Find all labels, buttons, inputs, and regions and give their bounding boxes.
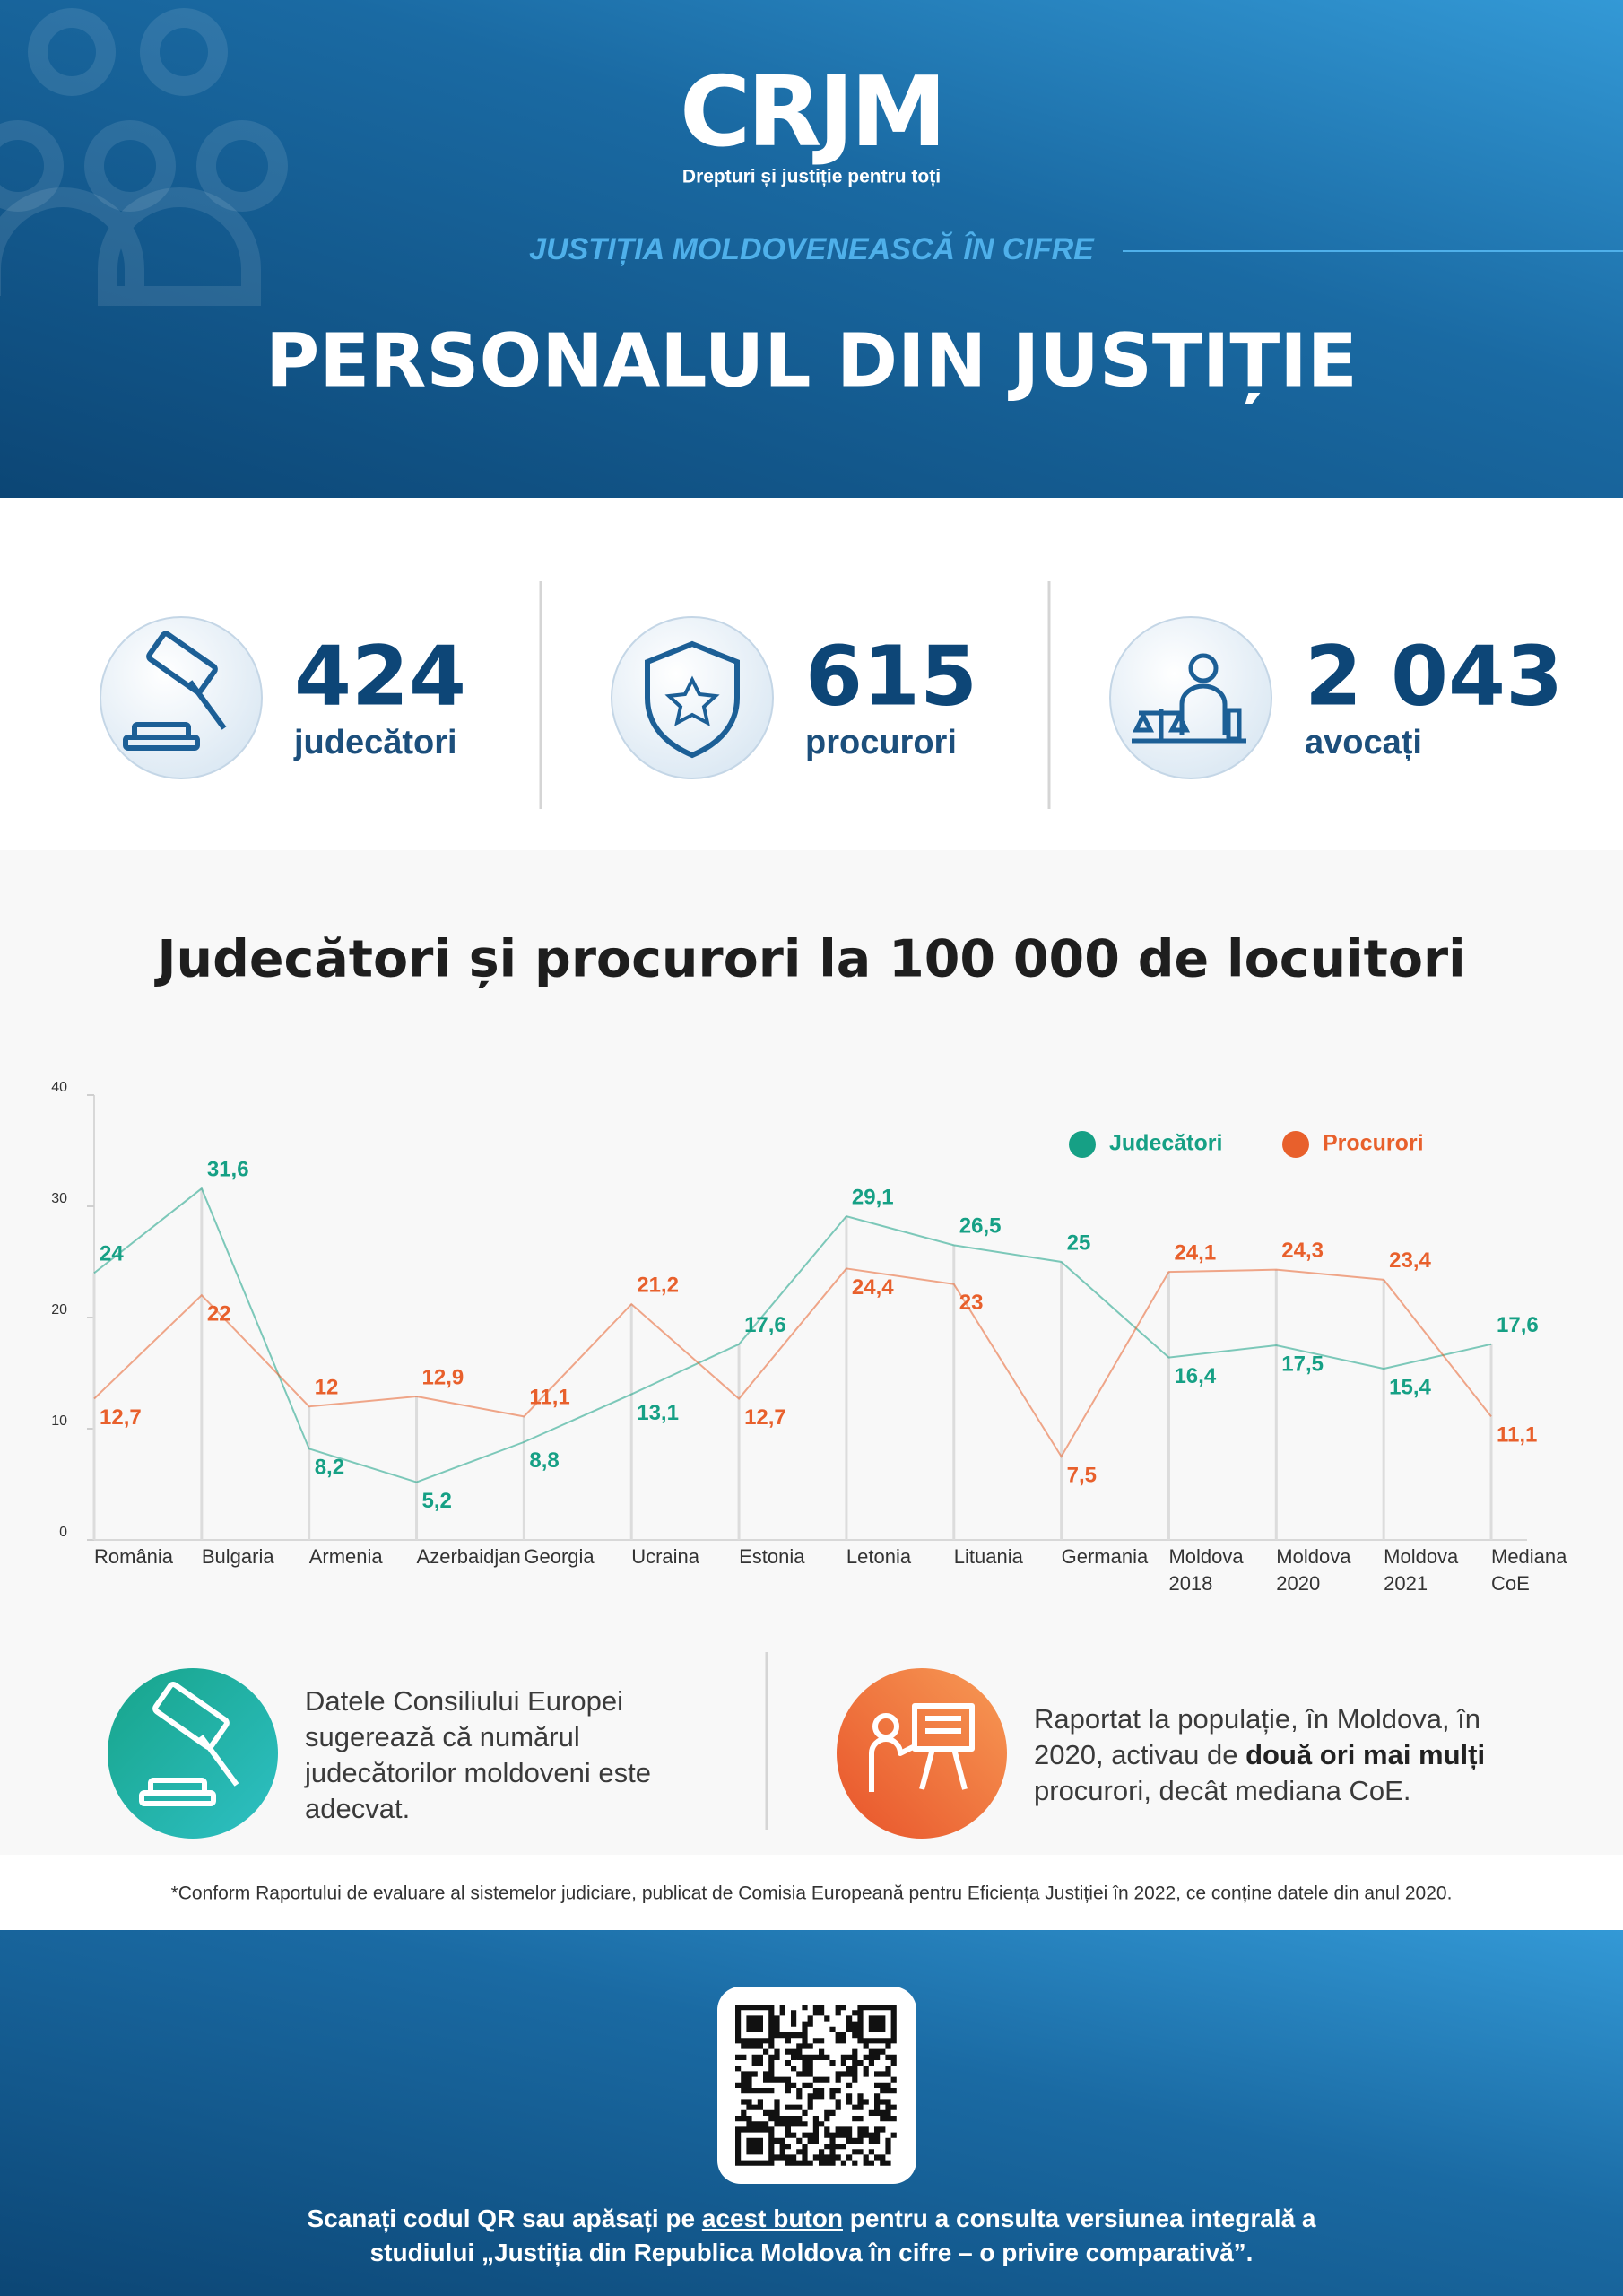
data-label: 12 — [315, 1376, 339, 1400]
decor-people — [0, 8, 288, 306]
page-title: PERSONALUL DIN JUSTIȚIE — [265, 318, 1358, 404]
legend-marker — [1069, 1131, 1096, 1158]
logo: CRJM — [680, 57, 943, 169]
chart-title: Judecători și procurori la 100 000 de lo… — [153, 930, 1465, 989]
note-span: procurori, decât mediana CoE. — [1034, 1775, 1411, 1806]
data-label: 24,1 — [1174, 1241, 1216, 1265]
note-text: Raportat la populație, în Moldova, în 20… — [1034, 1701, 1536, 1809]
legend-label: Procurori — [1323, 1131, 1424, 1156]
data-label: 15,4 — [1389, 1375, 1431, 1399]
data-label: 8,2 — [315, 1456, 344, 1480]
note-icon-presenter — [837, 1668, 1007, 1839]
data-label: 8,8 — [529, 1448, 559, 1473]
data-label: 21,2 — [637, 1273, 679, 1297]
legend-marker — [1282, 1131, 1309, 1158]
x-tick-label: Moldova 2020 — [1276, 1545, 1356, 1595]
chart-background — [0, 850, 1623, 1855]
data-label: 11,1 — [1497, 1423, 1537, 1448]
y-tick-label: 30 — [51, 1191, 67, 1206]
data-label: 31,6 — [207, 1158, 249, 1182]
data-label: 25 — [1067, 1231, 1091, 1255]
x-tick-label: Estonia — [739, 1545, 805, 1568]
data-label: 13,1 — [637, 1401, 679, 1425]
stat-icon-prosecutors — [611, 616, 774, 779]
data-label: 17,6 — [744, 1313, 786, 1337]
data-label: 16,4 — [1174, 1364, 1216, 1388]
x-tick-label: Mediana CoE — [1491, 1545, 1573, 1595]
x-tick-label: Germania — [1062, 1545, 1149, 1568]
x-tick-label: Letonia — [846, 1545, 912, 1568]
note-span: Raportat la populație, în Moldova, în 20… — [1034, 1703, 1481, 1770]
data-label: 5,2 — [422, 1489, 452, 1513]
legend-label: Judecători — [1109, 1131, 1222, 1156]
x-tick-label: Moldova 2021 — [1384, 1545, 1463, 1595]
footer-span: Scanați codul QR sau apăsați pe — [307, 2205, 702, 2232]
y-tick-label: 10 — [51, 1413, 67, 1429]
data-label: 17,5 — [1281, 1352, 1324, 1376]
note-span: Datele Consiliului Europei sugerează că … — [305, 1685, 651, 1824]
data-label: 23 — [959, 1291, 984, 1315]
data-label: 11,1 — [529, 1386, 569, 1410]
stat-number: 424 — [294, 628, 466, 724]
data-label: 23,4 — [1389, 1248, 1431, 1273]
note-icon-gavel — [108, 1668, 278, 1839]
x-tick-label: Georgia — [524, 1545, 595, 1568]
stat-number: 2 043 — [1305, 628, 1563, 724]
note-text: Datele Consiliului Europei sugerează că … — [305, 1683, 704, 1827]
data-label: 22 — [207, 1302, 231, 1326]
x-tick-label: Moldova 2018 — [1168, 1545, 1248, 1595]
x-tick-label: Lituania — [954, 1545, 1024, 1568]
data-label: 24,4 — [852, 1275, 894, 1300]
y-tick-label: 0 — [59, 1525, 67, 1540]
x-tick-label: Armenia — [309, 1545, 384, 1568]
stat-icon-judges — [100, 616, 263, 779]
data-label: 29,1 — [852, 1186, 894, 1210]
tagline: Drepturi și justiție pentru toți — [682, 167, 941, 187]
x-tick-label: Bulgaria — [202, 1545, 274, 1568]
data-label: 7,5 — [1067, 1463, 1097, 1487]
data-label: 24 — [100, 1242, 124, 1266]
y-tick-label: 40 — [51, 1080, 67, 1095]
series-line — [93, 1187, 1492, 1483]
note-emphasis: două ori mai mulți — [1245, 1739, 1486, 1770]
header-background — [0, 0, 1623, 498]
data-label: 24,3 — [1281, 1239, 1324, 1263]
stat-label: judecători — [293, 724, 457, 761]
stat-number: 615 — [805, 628, 977, 724]
data-label: 26,5 — [959, 1214, 1002, 1239]
series-line — [93, 1267, 1492, 1458]
data-label: 17,6 — [1497, 1313, 1539, 1337]
stat-label: procurori — [805, 724, 957, 761]
qr-code[interactable] — [735, 2005, 897, 2166]
kicker: JUSTIȚIA MOLDOVENEASCĂ ÎN CIFRE — [529, 232, 1095, 266]
stat-icon-lawyers — [1109, 616, 1272, 779]
x-tick-label: România — [94, 1545, 174, 1568]
footer-text: Scanați codul QR sau apăsați pe acest bu… — [287, 2202, 1336, 2270]
stat-label: avocați — [1305, 724, 1422, 761]
y-tick-label: 20 — [51, 1302, 67, 1318]
data-label: 12,7 — [744, 1405, 786, 1430]
footer-span: pentru a consulta versiunea integrală a … — [369, 2205, 1316, 2266]
x-tick-label: Azerbaidjan — [417, 1545, 521, 1568]
data-label: 12,9 — [422, 1365, 464, 1389]
x-tick-label: Ucraina — [631, 1545, 700, 1568]
data-label: 12,7 — [100, 1405, 142, 1430]
footer-link[interactable]: acest buton — [701, 2205, 843, 2232]
footnote: *Conform Raportului de evaluare al siste… — [171, 1883, 1453, 1904]
